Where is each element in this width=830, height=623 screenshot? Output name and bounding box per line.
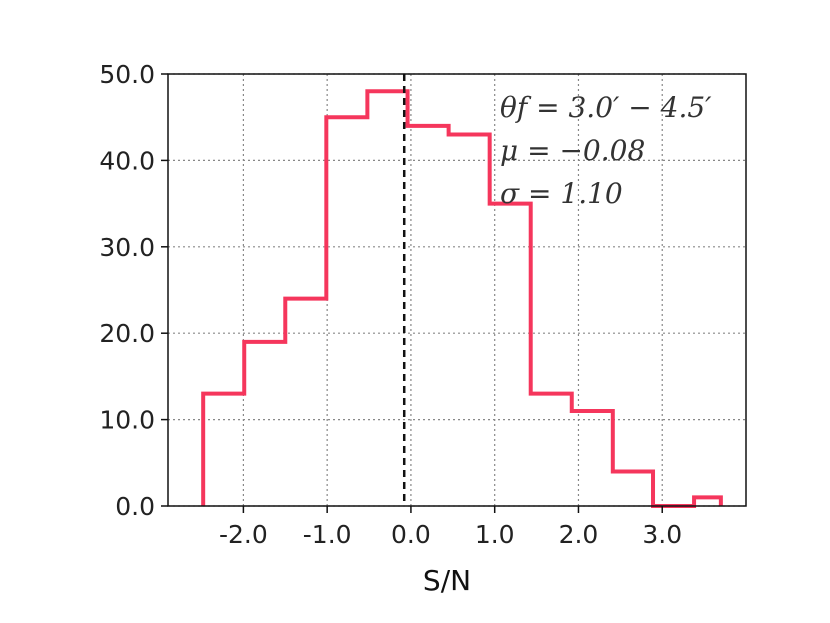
grid xyxy=(168,73,746,507)
y-tick-label-5: 50.0 xyxy=(99,60,155,89)
y-axis-ticks: 0.0 10.0 20.0 30.0 40.0 50.0 xyxy=(99,60,168,521)
y-tick-label-3: 30.0 xyxy=(99,233,155,262)
annotation-mu: μ = −0.08 xyxy=(500,134,645,167)
x-tick-label-0: -2.0 xyxy=(219,520,268,549)
x-tick-label-5: 3.0 xyxy=(642,520,682,549)
x-tick-label-3: 1.0 xyxy=(475,520,515,549)
x-axis-label: S/N xyxy=(423,564,471,597)
x-tick-label-4: 2.0 xyxy=(559,520,599,549)
histogram-outline xyxy=(201,89,723,508)
plot-frame xyxy=(167,73,747,507)
annotation-block: θf = 3.0′ − 4.5′ μ = −0.08 σ = 1.10 xyxy=(500,91,712,210)
histogram-series xyxy=(201,89,723,508)
annotation-theta: θf = 3.0′ − 4.5′ xyxy=(500,91,712,124)
x-tick-label-1: -1.0 xyxy=(303,520,352,549)
y-tick-label-0: 0.0 xyxy=(115,492,155,521)
x-tick-label-2: 0.0 xyxy=(391,520,431,549)
y-tick-label-4: 40.0 xyxy=(99,146,155,175)
annotation-sigma: σ = 1.10 xyxy=(500,177,623,210)
y-tick-label-1: 10.0 xyxy=(99,406,155,435)
x-axis-ticks: -2.0 -1.0 0.0 1.0 2.0 3.0 xyxy=(219,506,682,549)
y-tick-label-2: 20.0 xyxy=(99,319,155,348)
